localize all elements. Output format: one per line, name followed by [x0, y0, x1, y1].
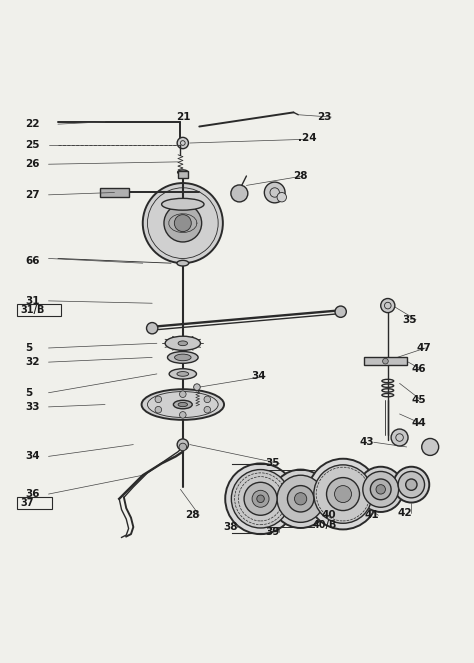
Circle shape: [155, 406, 162, 413]
Text: 37: 37: [20, 499, 34, 509]
Text: 40/B: 40/B: [312, 520, 337, 530]
Circle shape: [370, 479, 391, 500]
Circle shape: [398, 471, 425, 498]
Text: 46: 46: [411, 364, 426, 374]
Circle shape: [231, 469, 290, 528]
Text: 47: 47: [416, 343, 431, 353]
Circle shape: [252, 491, 269, 507]
Bar: [100, 188, 128, 197]
Text: 36: 36: [25, 489, 39, 499]
Circle shape: [143, 183, 223, 263]
Ellipse shape: [177, 371, 189, 377]
Ellipse shape: [162, 198, 204, 210]
Circle shape: [177, 439, 189, 450]
Circle shape: [406, 479, 417, 491]
Text: 32: 32: [25, 357, 39, 367]
Ellipse shape: [169, 369, 197, 379]
Circle shape: [277, 475, 324, 522]
Circle shape: [180, 391, 186, 398]
Text: 34: 34: [25, 452, 39, 461]
Ellipse shape: [167, 351, 198, 363]
Circle shape: [327, 477, 359, 511]
Circle shape: [225, 463, 296, 534]
Ellipse shape: [177, 261, 189, 266]
Text: 35: 35: [265, 458, 280, 469]
Circle shape: [177, 137, 189, 149]
Circle shape: [179, 443, 187, 451]
Circle shape: [335, 306, 346, 318]
Text: .24: .24: [298, 133, 317, 143]
Circle shape: [277, 192, 286, 202]
Circle shape: [194, 384, 200, 391]
Circle shape: [204, 396, 210, 402]
Ellipse shape: [165, 336, 201, 350]
Text: 22: 22: [25, 119, 39, 129]
Ellipse shape: [142, 389, 224, 420]
Ellipse shape: [178, 170, 188, 174]
Circle shape: [314, 465, 372, 523]
Text: 5: 5: [25, 388, 32, 398]
Circle shape: [383, 359, 388, 364]
Text: 42: 42: [397, 508, 412, 518]
Ellipse shape: [174, 354, 191, 361]
Text: 27: 27: [25, 190, 39, 200]
Text: 28: 28: [185, 511, 200, 520]
Text: 39: 39: [265, 527, 280, 537]
Circle shape: [146, 322, 158, 334]
Bar: [364, 357, 407, 365]
Ellipse shape: [178, 341, 188, 345]
Ellipse shape: [173, 400, 192, 409]
Text: 31: 31: [25, 296, 39, 306]
Ellipse shape: [178, 402, 188, 406]
Text: 31/B: 31/B: [20, 305, 45, 316]
Circle shape: [335, 485, 352, 503]
Text: 38: 38: [223, 522, 237, 532]
Circle shape: [393, 467, 429, 503]
Text: 35: 35: [402, 315, 417, 325]
Circle shape: [204, 406, 210, 413]
Circle shape: [164, 204, 201, 242]
Circle shape: [287, 485, 314, 512]
Circle shape: [294, 493, 307, 505]
Text: 44: 44: [411, 418, 426, 428]
Circle shape: [381, 298, 395, 313]
Circle shape: [422, 438, 438, 455]
Text: 66: 66: [25, 256, 39, 266]
Circle shape: [363, 471, 399, 507]
Circle shape: [180, 412, 186, 418]
Text: 34: 34: [251, 371, 266, 381]
Circle shape: [308, 459, 378, 530]
Text: 40: 40: [322, 511, 337, 520]
Circle shape: [391, 429, 408, 446]
Text: 26: 26: [25, 159, 39, 169]
Text: 21: 21: [176, 112, 190, 122]
Circle shape: [244, 482, 277, 515]
Bar: [178, 171, 188, 178]
Circle shape: [257, 495, 264, 503]
Circle shape: [376, 485, 385, 494]
Text: 5: 5: [25, 343, 32, 353]
Text: 23: 23: [317, 112, 332, 122]
Text: 28: 28: [293, 171, 308, 181]
Circle shape: [174, 215, 191, 231]
Circle shape: [264, 182, 285, 203]
Circle shape: [155, 396, 162, 402]
Text: 43: 43: [359, 437, 374, 448]
Circle shape: [231, 185, 248, 202]
Text: 41: 41: [364, 511, 379, 520]
Circle shape: [272, 469, 330, 528]
Text: 25: 25: [25, 141, 39, 151]
Text: 33: 33: [25, 402, 39, 412]
Circle shape: [358, 467, 403, 512]
Text: 45: 45: [411, 395, 426, 405]
